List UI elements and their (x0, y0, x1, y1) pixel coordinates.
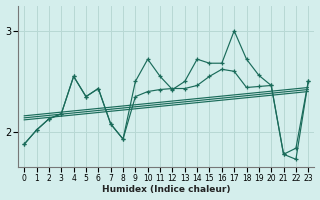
X-axis label: Humidex (Indice chaleur): Humidex (Indice chaleur) (102, 185, 230, 194)
